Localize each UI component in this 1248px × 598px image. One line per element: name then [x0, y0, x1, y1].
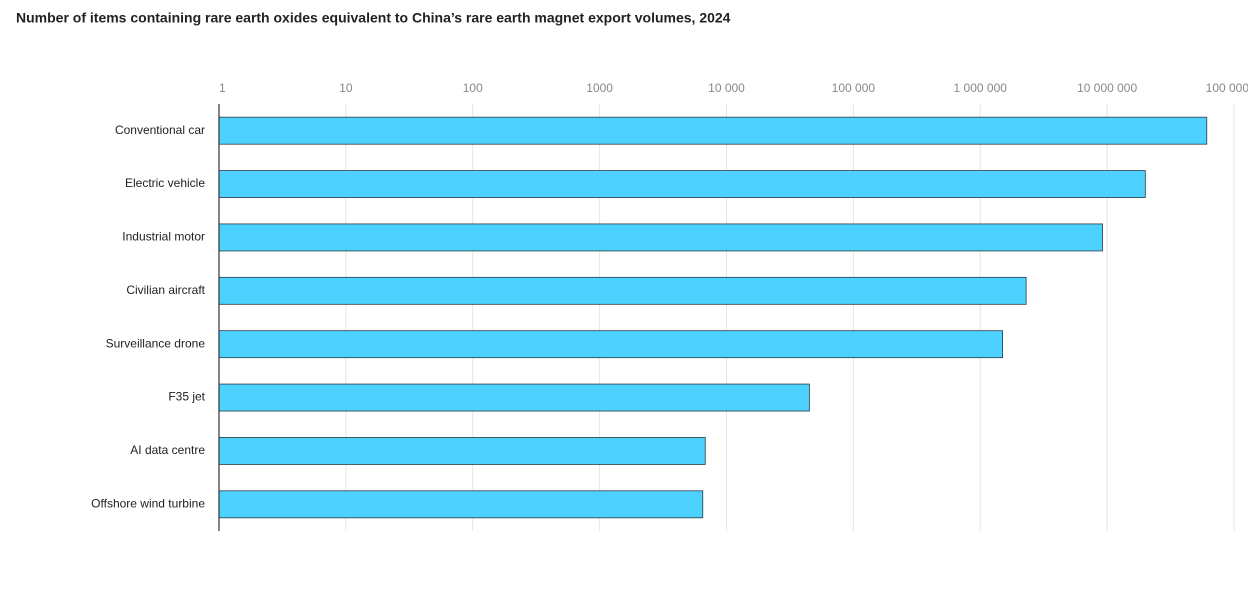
x-tick-label: 100 000: [832, 81, 876, 95]
bar: [218, 330, 1003, 359]
y-tick-label: F35 jet: [168, 390, 205, 404]
x-tick-label: 100 000 ...: [1206, 81, 1248, 95]
y-tick-label: Civilian aircraft: [126, 283, 205, 297]
bar: [218, 490, 704, 519]
x-tick-label: 10 000 000: [1077, 81, 1137, 95]
bar: [218, 383, 810, 412]
x-tick-label: 1: [219, 81, 226, 95]
y-tick-label: Offshore wind turbine: [91, 496, 205, 510]
y-tick-label: AI data centre: [130, 443, 205, 457]
x-tick-label: 10: [339, 81, 353, 95]
y-tick-label: Conventional car: [115, 123, 205, 137]
y-tick-label: Industrial motor: [122, 230, 205, 244]
bar: [218, 437, 706, 465]
y-tick-label: Surveillance drone: [106, 336, 206, 350]
chart-title: Number of items containing rare earth ox…: [16, 10, 731, 26]
bar: [218, 116, 1208, 145]
x-tick-label: 10 000: [708, 81, 745, 95]
bar: [218, 276, 1027, 305]
bar: [218, 170, 1146, 198]
y-tick-label: Electric vehicle: [125, 176, 205, 190]
x-tick-label: 1000: [586, 81, 613, 95]
x-tick-label: 1 000 000: [954, 81, 1008, 95]
bar: [218, 223, 1103, 252]
x-tick-label: 100: [463, 81, 483, 95]
